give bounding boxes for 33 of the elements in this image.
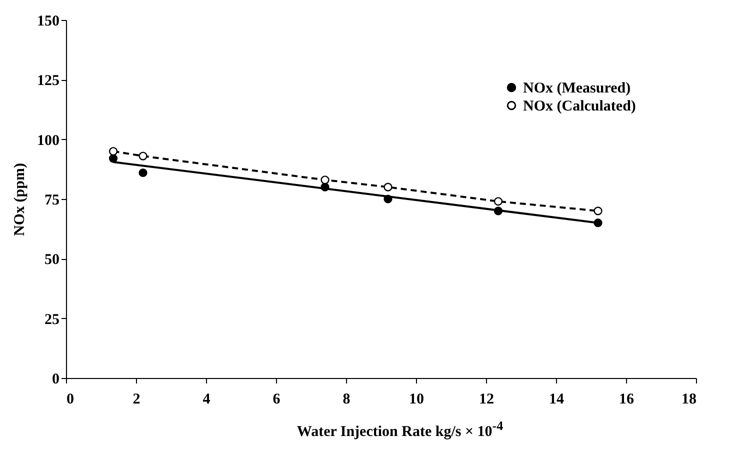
legend-label: NOx (Calculated) <box>523 98 636 114</box>
x-tick-label: 12 <box>479 392 494 408</box>
point <box>594 218 602 228</box>
y-tick-label: 0 <box>52 372 60 388</box>
point <box>138 168 148 178</box>
point <box>138 152 148 160</box>
y-tick-label: 125 <box>37 73 60 90</box>
point <box>494 197 503 206</box>
y-tick-label: 25 <box>44 312 60 328</box>
x-tick-label: 6 <box>272 392 281 408</box>
y-tick-label: 150 <box>37 14 60 30</box>
x-tick-label: 4 <box>202 392 211 408</box>
x-tick-label: 2 <box>132 392 140 408</box>
x-tick-label: 14 <box>549 392 564 408</box>
point <box>384 194 392 204</box>
x-axis-title: Water Injection Rate kg/s × 10$^{-4}$ <box>296 418 504 441</box>
x-tick-label: 0 <box>66 392 74 408</box>
point <box>108 146 118 156</box>
x-tick-label: 10 <box>409 392 424 408</box>
point <box>320 182 330 192</box>
point <box>594 206 602 216</box>
point <box>384 182 392 192</box>
x-tick-label: 18 <box>682 392 696 408</box>
x-tick-label: 8 <box>342 392 350 408</box>
point <box>108 154 118 163</box>
legend-label: NOx (Measured) <box>523 80 631 96</box>
y-axis-title: NOx (ppm) <box>12 163 28 236</box>
y-tick-label: 50 <box>44 252 60 268</box>
y-tick-label: 75 <box>44 192 60 208</box>
x-tick-label: 16 <box>619 392 634 408</box>
point <box>320 176 330 184</box>
y-tick-label: 100 <box>37 132 60 149</box>
point <box>494 206 503 216</box>
